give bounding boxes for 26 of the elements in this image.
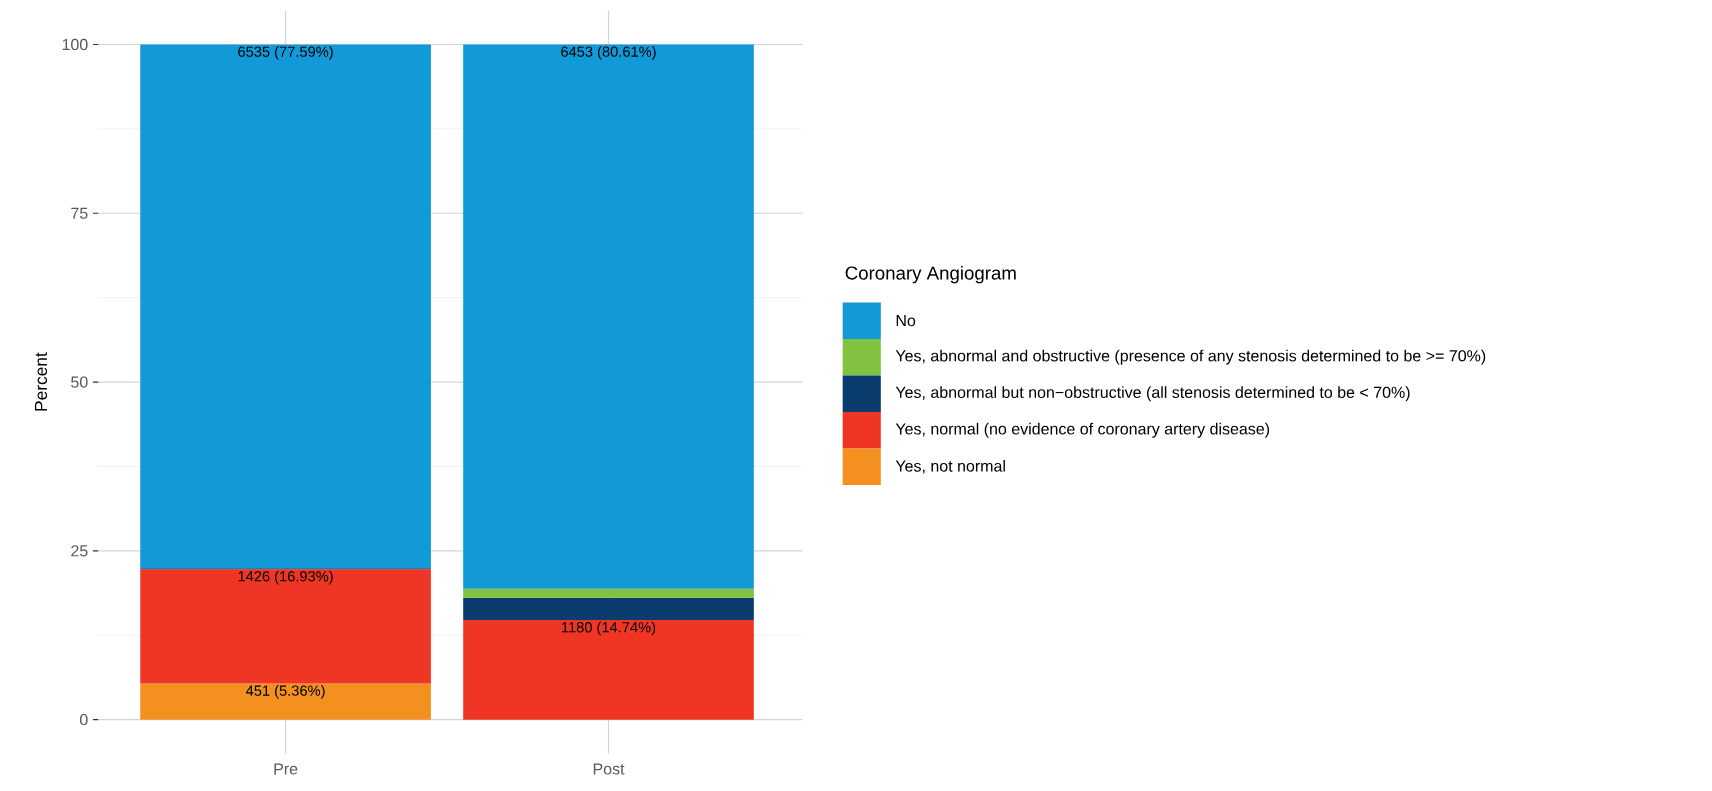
legend-label: Yes, not normal: [895, 459, 1005, 474]
data-label: 1180 (14.74%): [562, 621, 656, 636]
legend-label: No: [896, 315, 916, 327]
bar: [140, 44, 431, 569]
y-tick-label: 50: [71, 376, 88, 388]
data-label: 1426 (16.93%): [238, 570, 333, 585]
data-label: 451 (5.36%): [245, 685, 325, 699]
bar: [463, 44, 754, 589]
bar: [140, 569, 431, 684]
y-tick-label: 75: [71, 207, 88, 219]
bar: [463, 588, 754, 598]
bar: [463, 597, 754, 621]
legend-title: Coronary Angiogram: [845, 265, 1016, 284]
bar: [463, 620, 754, 720]
data-label: 6535 (77.59%): [238, 46, 333, 60]
bar: [140, 683, 431, 720]
x-tick-label: Pre: [274, 763, 298, 775]
y-axis-title: Percent: [34, 352, 48, 411]
data-label: 6453 (80.61%): [561, 46, 656, 60]
legend-label: Yes, abnormal and obstructive (presence of any stenosis determined to be >= 70%): [895, 349, 1486, 365]
y-tick-label: 0: [79, 713, 88, 726]
legend-label: Yes, abnormal but non−obstructive (all stenosis determined to be < 70%): [895, 386, 1410, 402]
x-tick-label: Post: [593, 763, 625, 775]
y-tick-label: 100: [62, 38, 88, 51]
legend-label: Yes, normal (no evidence of coronary artery disease): [895, 422, 1270, 438]
y-tick-label: 25: [71, 545, 88, 557]
